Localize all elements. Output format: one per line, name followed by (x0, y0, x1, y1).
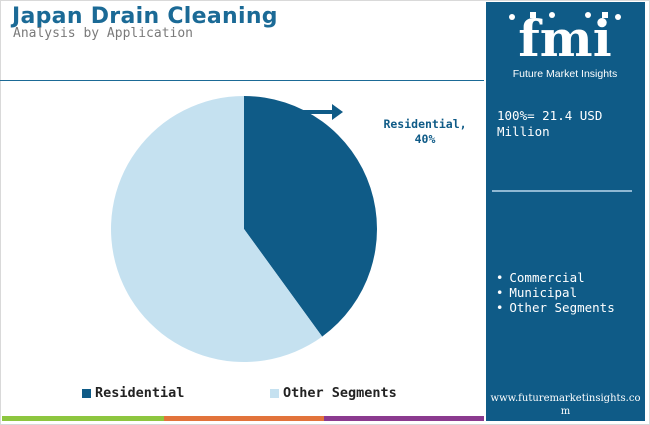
list-item: • Commercial (496, 270, 615, 285)
bullet-icon: • (496, 285, 504, 300)
fmi-logo: fmi Future Market Insights (509, 9, 621, 80)
other-segments-list: • Commercial • Municipal • Other Segments (496, 270, 615, 315)
page-title: Japan Drain Cleaning (12, 4, 278, 29)
legend-swatch-residential (82, 388, 91, 398)
callout-label-residential: Residential, 40% (383, 117, 467, 146)
legend-item-residential: Residential (82, 384, 184, 402)
list-item-label: Municipal (509, 285, 578, 300)
total-market-size: 100%= 21.4 USD Million (497, 108, 603, 139)
list-item: • Municipal (496, 285, 615, 300)
pie-chart (111, 96, 378, 362)
logo-tagline: Future Market Insights (513, 68, 617, 80)
website-link[interactable]: www.futuremarketinsights.com (490, 393, 641, 417)
list-item-label: Commercial (509, 270, 585, 285)
bottom-accent-strip (2, 416, 484, 421)
bullet-icon: • (496, 270, 504, 285)
title-divider (0, 80, 484, 81)
legend-label-other-segments: Other Segments (283, 385, 397, 401)
list-item-label: Other Segments (509, 300, 615, 315)
legend-label-residential: Residential (95, 385, 185, 401)
accent-bar-green (2, 416, 164, 421)
logo-letters: fmi (518, 9, 611, 68)
callout-arrow-icon (303, 104, 343, 120)
legend-item-other-segments: Other Segments (270, 384, 397, 402)
sidebar: fmi Future Market Insights 100%= 21.4 US… (486, 2, 645, 421)
logo-icons (509, 12, 621, 20)
sidebar-divider (492, 190, 632, 192)
accent-bar-purple (324, 416, 484, 421)
accent-bar-orange (164, 416, 324, 421)
pie-slice-residential (244, 96, 378, 337)
page-subtitle: Analysis by Application (13, 26, 194, 41)
pie-slices (111, 96, 378, 362)
bullet-icon: • (496, 300, 504, 315)
pie-slice-other-segments (111, 96, 323, 362)
legend-swatch-other-segments (270, 388, 279, 398)
list-item: • Other Segments (496, 300, 615, 315)
